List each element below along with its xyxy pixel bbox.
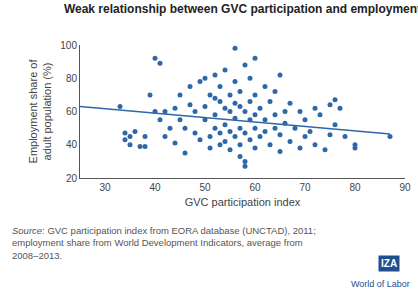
svg-text:60: 60: [66, 106, 78, 117]
svg-text:90: 90: [399, 182, 411, 193]
svg-text:World of Labor: World of Labor: [351, 279, 410, 289]
svg-text:60: 60: [249, 182, 261, 193]
svg-text:50: 50: [199, 182, 211, 193]
svg-text:Source: GVC participation inde: Source: GVC participation index from EOR…: [12, 225, 316, 261]
svg-text:70: 70: [299, 182, 311, 193]
svg-text:IZA: IZA: [381, 258, 397, 269]
svg-text:Employment share ofadult popul: Employment share ofadult population (%): [27, 59, 53, 164]
svg-text:80: 80: [66, 73, 78, 84]
svg-text:GVC participation index: GVC participation index: [185, 196, 301, 208]
svg-text:40: 40: [66, 139, 78, 150]
svg-text:100: 100: [60, 40, 77, 51]
svg-text:40: 40: [149, 182, 161, 193]
svg-text:Weak relationship between GVC: Weak relationship between GVC participat…: [64, 2, 418, 16]
svg-text:30: 30: [99, 182, 111, 193]
svg-text:20: 20: [66, 173, 78, 184]
svg-text:80: 80: [349, 182, 361, 193]
